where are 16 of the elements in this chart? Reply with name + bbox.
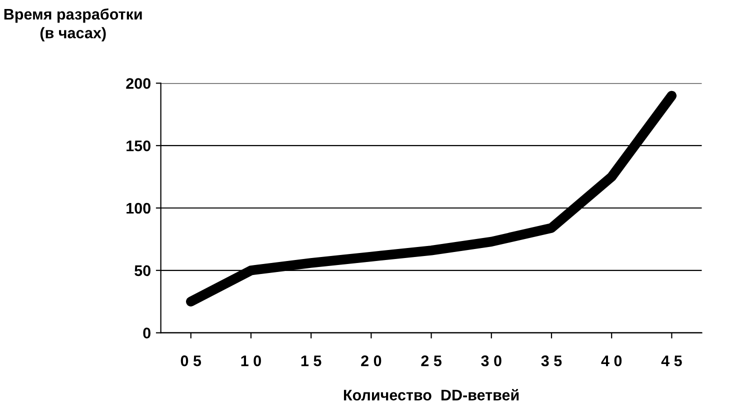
y-tick-label: 0 [143,328,150,338]
x-axis-title: Количество DD-ветвей [344,388,519,400]
y-tick-label: 150 [126,140,150,152]
y-axis-title: Время разработки (в часах) [4,8,142,42]
x-tick-label: 2 0 [361,355,382,366]
x-tick-label: 4 0 [601,355,622,366]
x-tick-label: 3 5 [541,355,562,366]
x-tick-label: 2 5 [421,355,442,366]
y-tick-label: 50 [134,265,150,276]
y-tick-label: 100 [126,202,150,214]
x-tick-label: 1 5 [301,356,322,366]
x-tick-label: 1 0 [241,355,261,366]
x-tick-label: 4 5 [661,356,682,366]
y-tick-label: 200 [126,78,150,89]
x-tick-label: 3 0 [481,355,502,366]
x-tick-label: 0 5 [180,355,202,366]
